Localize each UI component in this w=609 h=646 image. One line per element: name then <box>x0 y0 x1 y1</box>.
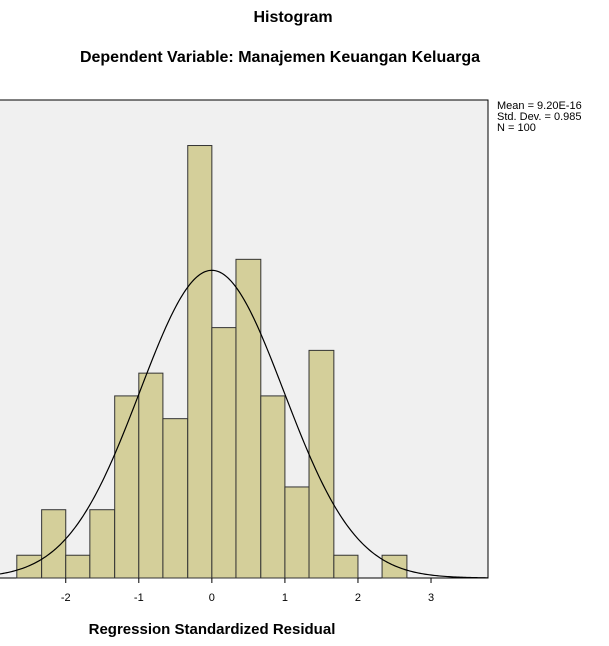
x-tick-label: 2 <box>355 592 361 604</box>
normal-curve <box>0 269 489 579</box>
bar <box>260 395 286 579</box>
x-tick-label: -2 <box>61 592 71 604</box>
chart-subtitle: Dependent Variable: Manajemen Keuangan K… <box>80 49 480 66</box>
bar <box>333 554 359 579</box>
legend-text: N = 100 <box>497 122 536 134</box>
x-tick-label: 3 <box>428 592 434 604</box>
bar <box>187 145 213 579</box>
chart-title: Histogram <box>253 9 332 26</box>
bar <box>138 372 164 579</box>
legend-text: Std. Dev. = 0.985 <box>497 111 582 123</box>
bar <box>16 554 43 579</box>
bar <box>65 554 91 579</box>
x-tick-label: 0 <box>209 592 215 604</box>
bar <box>211 327 237 579</box>
x-tick-label: 1 <box>282 592 288 604</box>
bar <box>284 486 310 579</box>
x-tick-label: -1 <box>134 592 144 604</box>
bar <box>89 509 116 579</box>
bar <box>235 258 262 579</box>
bar <box>41 509 67 579</box>
bar <box>114 395 140 579</box>
bar <box>162 418 189 579</box>
x-axis-label: Regression Standardized Residual <box>89 621 336 638</box>
bar <box>381 554 408 579</box>
legend-text: Mean = 9.20E-16 <box>497 100 582 112</box>
